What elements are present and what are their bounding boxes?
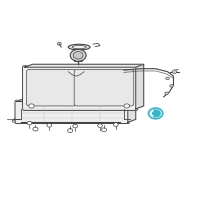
Circle shape <box>148 108 163 119</box>
Polygon shape <box>128 99 136 122</box>
Circle shape <box>70 49 86 61</box>
Circle shape <box>172 70 177 73</box>
Ellipse shape <box>72 45 86 49</box>
Circle shape <box>73 124 78 128</box>
Circle shape <box>170 85 173 87</box>
Polygon shape <box>136 64 144 109</box>
Circle shape <box>101 128 107 132</box>
Circle shape <box>151 110 160 117</box>
Circle shape <box>27 121 32 125</box>
Circle shape <box>124 104 130 108</box>
Circle shape <box>98 124 102 127</box>
Circle shape <box>47 124 52 127</box>
FancyBboxPatch shape <box>15 100 129 124</box>
Circle shape <box>29 104 34 108</box>
FancyBboxPatch shape <box>74 69 134 106</box>
Circle shape <box>166 77 169 80</box>
Circle shape <box>68 129 73 132</box>
Circle shape <box>165 92 168 95</box>
FancyBboxPatch shape <box>23 66 138 110</box>
Circle shape <box>33 127 38 131</box>
Circle shape <box>12 120 15 122</box>
FancyBboxPatch shape <box>27 69 76 106</box>
Ellipse shape <box>68 44 90 50</box>
Polygon shape <box>17 99 136 101</box>
Polygon shape <box>25 64 144 67</box>
Circle shape <box>57 42 61 45</box>
Circle shape <box>73 52 83 59</box>
Circle shape <box>114 123 118 126</box>
